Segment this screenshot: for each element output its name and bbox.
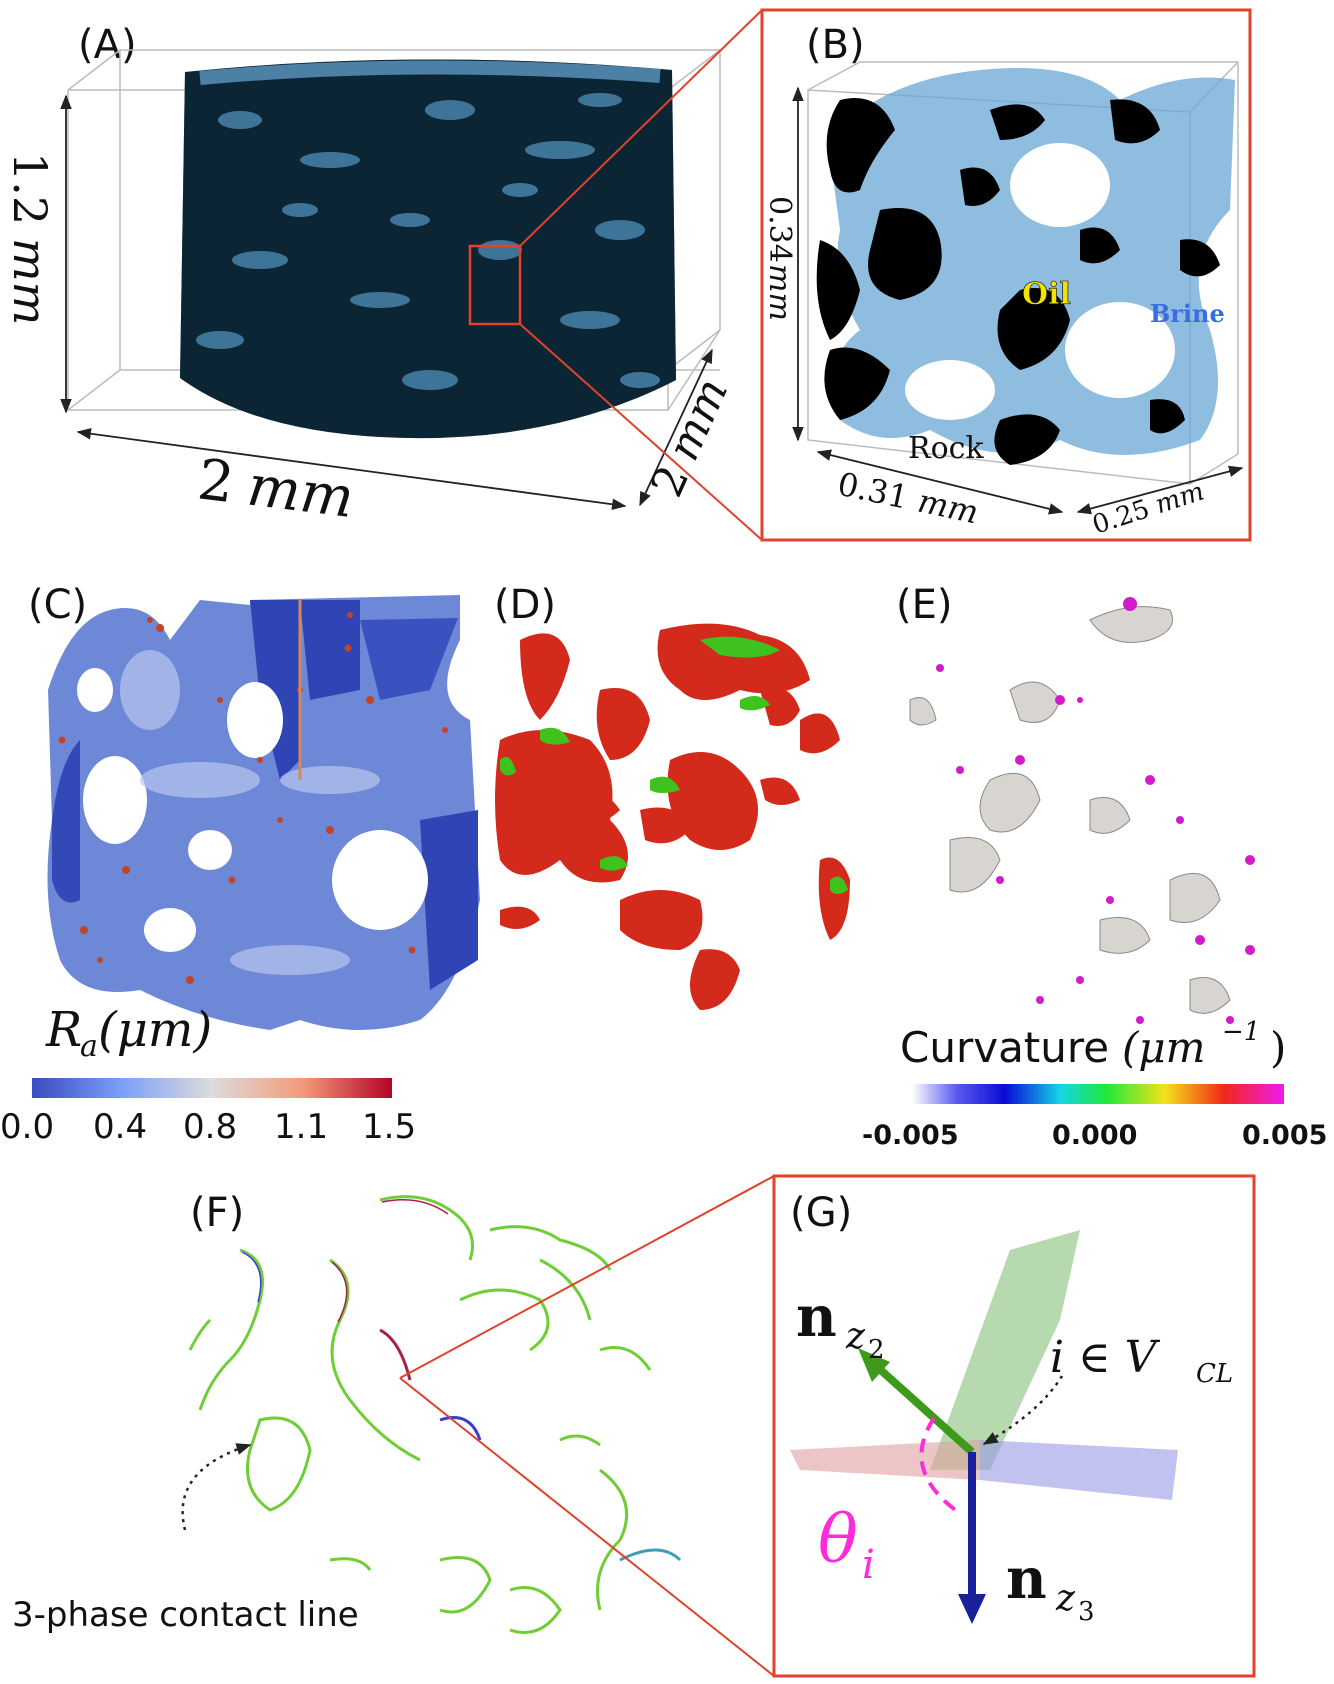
- panel-b-pore-spaces: [905, 143, 1175, 420]
- panel-c-cb-unit: (μm): [98, 1002, 212, 1058]
- panel-e-cb-title: Curvature: [900, 1023, 1109, 1072]
- panel-a-width-unit: mm: [244, 453, 357, 530]
- panel-g-theta: θ: [818, 1501, 858, 1578]
- panel-b: (B) Oil Brine Rock: [760, 8, 1252, 542]
- panel-g-contact-angle-arc: [919, 1416, 960, 1514]
- zoom-connector-a-b: [519, 9, 763, 541]
- panel-b-oil-label: Oil: [1022, 277, 1071, 312]
- panel-a-height-label: 1.2 mm: [3, 152, 57, 325]
- panel-b-height-unit: mm: [762, 264, 797, 321]
- panel-a-width-label: 2 mm: [194, 447, 357, 531]
- panel-b-label: (B): [806, 22, 865, 68]
- panel-a-depth-value: 2: [641, 458, 699, 504]
- panel-b-rock-label: Rock: [908, 431, 984, 466]
- panel-d-label: (D): [494, 582, 556, 628]
- panel-c-cb-sub: a: [80, 1029, 98, 1064]
- panel-f-contact-lines: [188, 1195, 682, 1634]
- panel-c-cb-symbol: R: [45, 1002, 82, 1058]
- panel-g-n2: n: [1006, 1546, 1047, 1612]
- panel-g-label: (G): [790, 1190, 852, 1236]
- panel-g: (G) n z 2 n z 3 i ∈ V CL θ i: [772, 1174, 1256, 1678]
- panel-g-oil-brine-interface: [930, 1230, 1080, 1470]
- panel-g-n1: n: [796, 1284, 837, 1350]
- panel-f-annotation-arrow: [181, 1443, 252, 1531]
- panel-a-zoom-box: [468, 244, 522, 326]
- panel-b-dimension-arrows: [792, 86, 1244, 515]
- panel-c-tick-1: 0.4: [93, 1107, 147, 1147]
- panel-d: (D): [494, 582, 850, 1010]
- panel-c-colorbar-title: R a (μm): [45, 1002, 212, 1064]
- panel-c-tick-4: 1.5: [362, 1107, 416, 1147]
- panel-g-rock-oil-plane: [790, 1440, 980, 1480]
- panel-e-colorbar: [912, 1084, 1284, 1104]
- panel-g-normal-z3-head: [958, 1594, 986, 1624]
- panel-g-member-sub: CL: [1196, 1359, 1233, 1389]
- panel-g-normal-z2-arrow: [871, 1361, 975, 1455]
- panel-b-height-label: 0.34 mm: [762, 196, 797, 321]
- panel-g-contact-angle-label: θ i: [818, 1501, 875, 1588]
- panel-g-theta-sub: i: [862, 1542, 875, 1588]
- panel-a-dimension-arrows: [60, 94, 713, 510]
- panel-g-n1-subsub: 2: [868, 1335, 885, 1365]
- panel-b-rock-grains: [816, 98, 1220, 465]
- panel-e: (E) Curvature: [862, 582, 1327, 1151]
- panel-g-n2-sub: z: [1055, 1578, 1076, 1619]
- panel-g-member: i ∈ V: [1050, 1332, 1161, 1383]
- panel-e-cb-close: ): [1270, 1023, 1286, 1072]
- panel-b-height-value: 0.34: [762, 196, 797, 263]
- panel-c-label: (C): [28, 582, 87, 628]
- panel-c-tick-3: 1.1: [274, 1107, 328, 1147]
- panel-a-label: (A): [78, 22, 137, 68]
- panel-e-cb-exp: −1: [1222, 1017, 1260, 1047]
- panel-c-tick-2: 0.8: [183, 1107, 237, 1147]
- panel-g-normal-z3-label: n z 3: [1006, 1546, 1095, 1627]
- panel-g-rock-brine-plane: [980, 1440, 1178, 1500]
- panel-g-vertex-pointer: [982, 1375, 1064, 1446]
- panel-a-height-unit: mm: [3, 238, 57, 325]
- panel-g-vertex-set-label: i ∈ V CL: [1050, 1332, 1233, 1389]
- panel-a-depth-unit: mm: [658, 371, 739, 468]
- panel-f: (F) 3-phase contact line: [12, 1190, 682, 1635]
- panel-e-colorbar-title: Curvature (μm −1 ): [900, 1017, 1286, 1072]
- panel-d-interface-surfaces: [495, 623, 850, 1010]
- panel-c-tick-0: 0.0: [0, 1107, 54, 1147]
- panel-e-label: (E): [896, 582, 952, 628]
- zoom-connector-f-g: [399, 1175, 775, 1677]
- panel-g-n1-sub: z: [845, 1316, 866, 1357]
- panel-a-width-value: 2: [194, 447, 237, 516]
- panel-g-normal-z2-label: n z 2: [796, 1284, 885, 1365]
- panel-e-tick-1: 0.000: [1052, 1120, 1137, 1151]
- panel-a: (A): [3, 22, 738, 531]
- panel-c-colorbar: [32, 1078, 392, 1098]
- panel-a-height-value: 1.2: [3, 152, 57, 225]
- panel-f-annotation: 3-phase contact line: [12, 1595, 359, 1635]
- panel-e-curvature-surfaces: [909, 597, 1255, 1024]
- panel-b-brine-label: Brine: [1150, 299, 1225, 328]
- panel-e-tick-0: -0.005: [862, 1120, 959, 1151]
- panel-e-tick-2: 0.005: [1242, 1120, 1327, 1151]
- panel-c: (C): [0, 582, 480, 1147]
- panel-f-label: (F): [190, 1190, 244, 1236]
- panel-a-depth-label: 2 mm: [641, 371, 738, 505]
- panel-a-rock-sample: [180, 59, 676, 439]
- panel-g-n2-subsub: 3: [1078, 1597, 1095, 1627]
- panel-c-roughness-surface: [47, 595, 480, 1030]
- panel-g-normal-z2-head: [858, 1348, 890, 1382]
- panel-e-cb-unit: (μm: [1122, 1023, 1206, 1072]
